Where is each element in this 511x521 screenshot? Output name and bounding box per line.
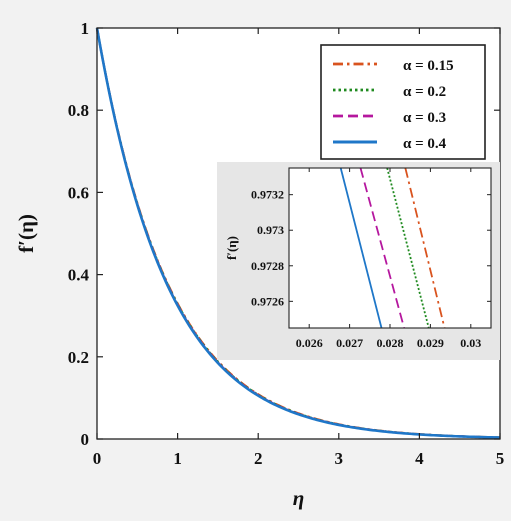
main-y-axis-label: f′(η) (14, 214, 38, 253)
inset-x-tick-label: 0.028 (377, 336, 404, 350)
inset-y-tick-label: 0.9728 (251, 259, 284, 273)
main-y-tick-label: 0.2 (68, 348, 89, 367)
inset-x-tick-label: 0.026 (296, 336, 323, 350)
legend-label: α = 0.2 (403, 84, 446, 100)
main-y-tick-label: 0.6 (68, 183, 89, 202)
legend-label: α = 0.15 (403, 58, 454, 74)
inset-y-tick-label: 0.9726 (251, 294, 284, 308)
main-x-tick-label: 1 (173, 449, 182, 468)
main-y-tick-label: 0.4 (68, 266, 90, 285)
inset-x-tick-label: 0.027 (336, 336, 363, 350)
inset-series-line-2 (386, 167, 430, 329)
inset-x-tick-label: 0.03 (460, 336, 481, 350)
inset-series-line-3 (404, 167, 446, 329)
main-series-line-3 (95, 27, 501, 439)
legend-label: α = 0.4 (403, 136, 447, 152)
main-x-tick-label: 4 (415, 449, 424, 468)
inset-series-line-0 (339, 167, 383, 329)
main-x-tick-label: 3 (335, 449, 344, 468)
main-x-axis-label: η (293, 486, 305, 510)
inset-y-tick-label: 0.973 (257, 223, 284, 237)
main-y-tick-label: 0 (81, 430, 90, 449)
main-x-tick-label: 2 (254, 449, 263, 468)
legend-label: α = 0.3 (403, 110, 446, 126)
main-x-tick-label: 0 (93, 449, 102, 468)
inset-series-line-1 (359, 167, 406, 329)
inset-plot-area (289, 168, 491, 328)
inset-y-tick-label: 0.9732 (251, 188, 284, 202)
inset-x-tick-label: 0.029 (417, 336, 444, 350)
main-y-tick-label: 0.8 (68, 101, 89, 120)
main-x-tick-label: 5 (496, 449, 505, 468)
main-y-tick-label: 1 (81, 19, 90, 38)
inset-y-axis-label: f′(η) (224, 236, 239, 260)
